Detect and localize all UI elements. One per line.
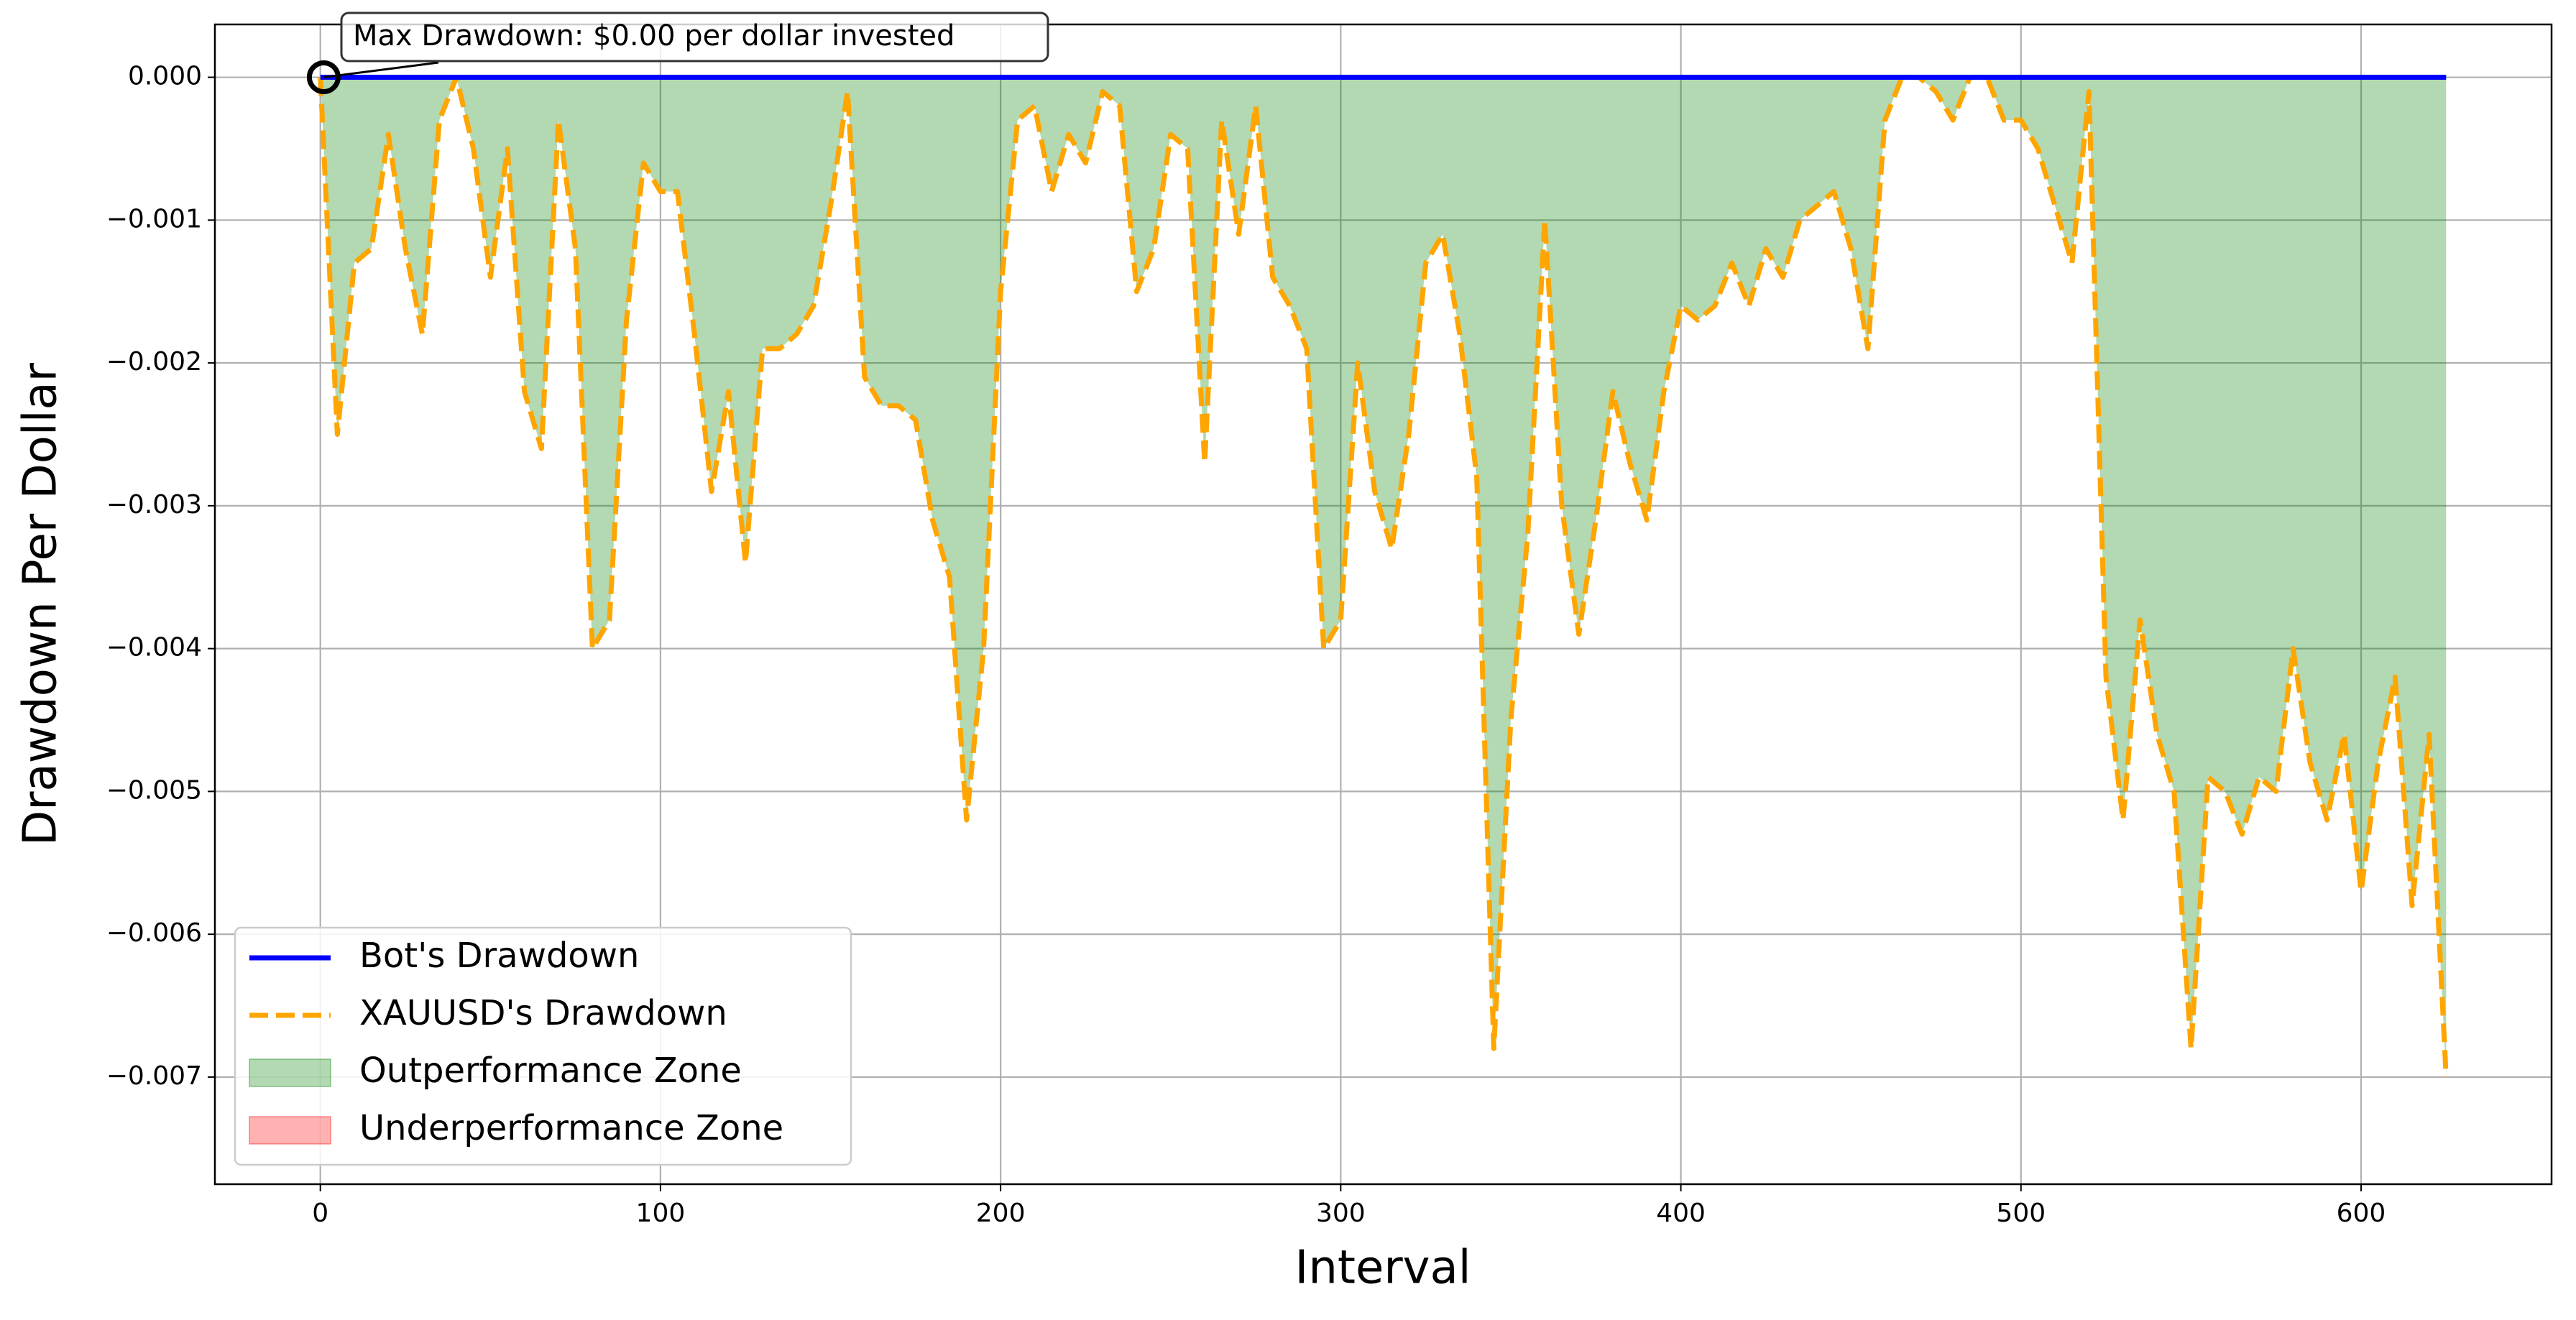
legend-swatch: [249, 1116, 331, 1145]
y-tick-label: −0.002: [106, 347, 202, 377]
x-tick-label: 400: [1656, 1199, 1706, 1228]
y-tick-label: −0.004: [106, 633, 202, 663]
legend-label: XAUUSD's Drawdown: [359, 993, 727, 1033]
annotation-arrow: [323, 61, 439, 79]
line: [318, 75, 2449, 1078]
x-axis-label: Interval: [1294, 1242, 1471, 1295]
x-tick-label: 600: [2337, 1199, 2386, 1228]
x-tick-label: 0: [312, 1199, 328, 1228]
annotation-marker: [306, 60, 341, 95]
plot-frame: [213, 23, 2553, 1186]
annotation-text: Max Drawdown: $0.00 per dollar invested: [353, 19, 954, 52]
x-tick-label: 300: [1316, 1199, 1366, 1228]
x-tick-label: 500: [1996, 1199, 2046, 1228]
y-tick-label: −0.007: [106, 1061, 202, 1091]
y-axis-label: Drawdown Per Dollar: [14, 362, 68, 846]
y-tick-label: −0.006: [106, 918, 202, 948]
outperformance-area: [320, 77, 2447, 1077]
annotation-box: [340, 11, 1049, 63]
y-tick-label: 0.000: [128, 62, 202, 91]
legend-box: [234, 926, 852, 1166]
legend-label: Outperformance Zone: [359, 1051, 742, 1091]
legend-swatch: [249, 1058, 331, 1087]
legend-label: Underperformance Zone: [359, 1108, 783, 1148]
x-tick-label: 200: [976, 1199, 1026, 1228]
y-tick-label: −0.001: [106, 204, 202, 234]
legend-label: Bot's Drawdown: [359, 936, 639, 976]
y-tick-label: −0.005: [106, 775, 202, 805]
x-tick-label: 100: [636, 1199, 686, 1228]
y-tick-label: −0.003: [106, 490, 202, 520]
